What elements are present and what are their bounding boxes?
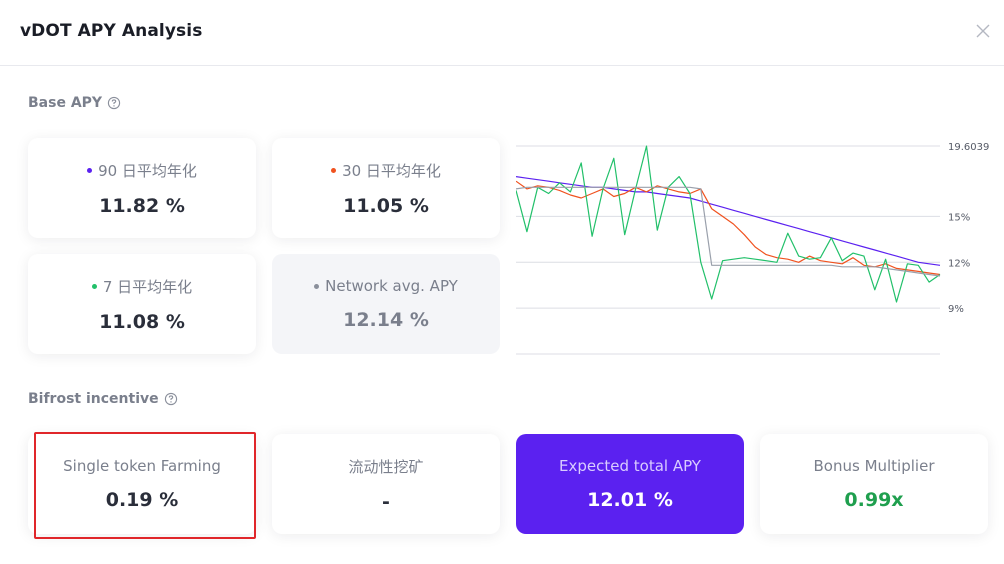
help-circle-icon[interactable]: [164, 392, 178, 406]
apy-90d-card: 90 日平均年化 11.82 %: [28, 138, 256, 238]
apy-30d-label: 30 日平均年化: [331, 160, 441, 181]
apy-90d-label-text: 90 日平均年化: [98, 161, 197, 180]
single-token-farming-label: Single token Farming: [63, 457, 221, 475]
apy-7d-label-text: 7 日平均年化: [102, 277, 193, 296]
apy-line-chart: 19.6039 15% 12% 9%: [516, 138, 1004, 358]
series-line-0: [516, 176, 941, 266]
apy-chart-svg: 19.6039 15% 12% 9%: [516, 142, 989, 355]
modal-title: vDOT APY Analysis: [20, 21, 203, 41]
series-line-3: [516, 186, 941, 277]
y-tick-label: 15%: [948, 212, 970, 223]
bifrost-incentive-section-title: Bifrost incentive: [28, 391, 178, 407]
network-avg-apy-card: Network avg. APY 12.14 %: [272, 254, 500, 354]
y-tick-label: 12%: [948, 258, 970, 269]
liquidity-mining-value: -: [382, 490, 390, 513]
network-avg-apy-value: 12.14 %: [343, 309, 429, 331]
base-apy-section-title: Base APY: [28, 95, 121, 111]
single-token-farming-value: 0.19 %: [105, 489, 179, 511]
y-tick-label: 19.6039: [948, 142, 989, 153]
modal-header: vDOT APY Analysis: [0, 0, 1004, 66]
bonus-multiplier-card: Bonus Multiplier 0.99x: [760, 434, 988, 534]
liquidity-mining-card: 流动性挖矿 -: [272, 434, 500, 534]
orange-dot-icon: [331, 167, 337, 173]
single-token-farming-card: Single token Farming 0.19 %: [28, 434, 256, 534]
purple-dot-icon: [87, 167, 93, 173]
bifrost-incentive-title-text: Bifrost incentive: [28, 391, 159, 407]
green-dot-icon: [91, 283, 97, 289]
help-circle-icon[interactable]: [107, 96, 121, 110]
apy-30d-value: 11.05 %: [343, 194, 429, 217]
series-line-2: [516, 145, 941, 303]
apy-90d-label: 90 日平均年化: [87, 160, 197, 181]
apy-7d-card: 7 日平均年化 11.08 %: [28, 254, 256, 354]
liquidity-mining-label: 流动性挖矿: [348, 457, 424, 476]
bonus-multiplier-label: Bonus Multiplier: [813, 457, 935, 475]
apy-90d-value: 11.82 %: [99, 194, 185, 217]
close-icon[interactable]: [972, 20, 994, 42]
network-avg-apy-label-text: Network avg. APY: [325, 277, 458, 295]
expected-total-apy-card: Expected total APY 12.01 %: [516, 434, 744, 534]
gray-dot-icon: [314, 283, 320, 289]
apy-7d-value: 11.08 %: [99, 310, 185, 333]
apy-7d-label: 7 日平均年化: [91, 276, 193, 297]
expected-total-apy-label: Expected total APY: [559, 457, 701, 475]
base-apy-title-text: Base APY: [28, 95, 103, 111]
apy-30d-card: 30 日平均年化 11.05 %: [272, 138, 500, 238]
bonus-multiplier-value: 0.99x: [844, 489, 904, 511]
y-tick-label: 9%: [948, 304, 964, 315]
network-avg-apy-label: Network avg. APY: [314, 277, 458, 295]
apy-30d-label-text: 30 日平均年化: [342, 161, 441, 180]
expected-total-apy-value: 12.01 %: [587, 489, 673, 511]
